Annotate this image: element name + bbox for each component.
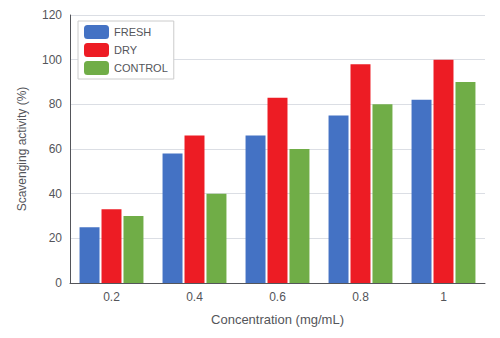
svg-text:40: 40 (49, 187, 63, 201)
svg-text:Concentration (mg/mL): Concentration (mg/mL) (211, 312, 344, 327)
svg-text:0.6: 0.6 (269, 290, 286, 304)
svg-text:0.2: 0.2 (103, 290, 120, 304)
svg-text:100: 100 (42, 53, 62, 67)
svg-text:1: 1 (440, 290, 447, 304)
svg-text:0: 0 (55, 276, 62, 290)
svg-text:0.4: 0.4 (186, 290, 203, 304)
svg-text:CONTROL: CONTROL (114, 62, 168, 74)
svg-text:80: 80 (49, 97, 63, 111)
svg-text:FRESH: FRESH (114, 26, 151, 38)
svg-text:Scavenging activity (%): Scavenging activity (%) (15, 87, 29, 212)
svg-text:120: 120 (42, 8, 62, 22)
svg-text:0.8: 0.8 (352, 290, 369, 304)
svg-text:DRY: DRY (114, 44, 138, 56)
svg-text:20: 20 (49, 231, 63, 245)
svg-text:60: 60 (49, 142, 63, 156)
